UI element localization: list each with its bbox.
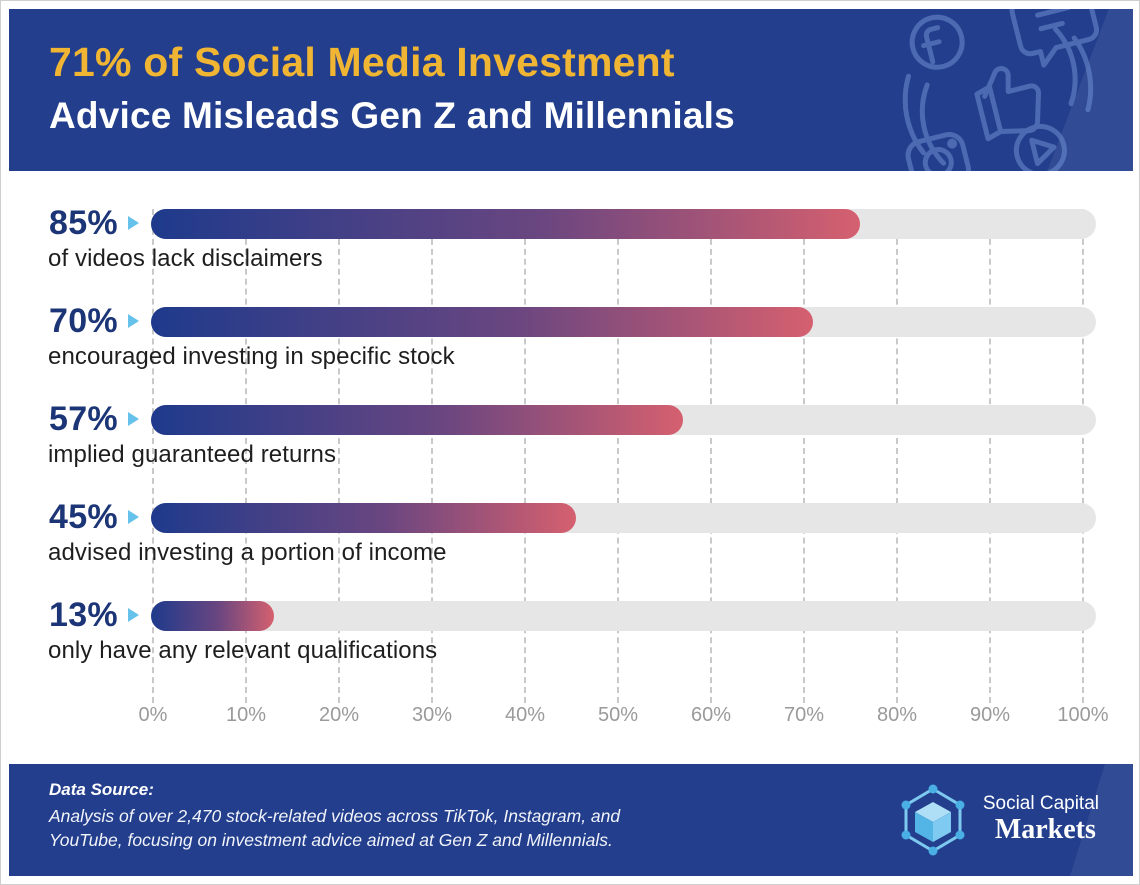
gridline [896,209,898,703]
bar-chart: 85% of videos lack disclaimers 70% encou… [1,171,1139,757]
bar-fill [151,503,576,533]
chart-title-line2: Advice Misleads Gen Z and Millennials [49,95,735,136]
data-source-label: Data Source: [49,780,154,799]
bar-description: implied guaranteed returns [48,441,337,468]
bar-fill [151,209,860,239]
x-axis-tick-label: 10% [225,704,267,726]
bar-track [151,601,1096,631]
x-axis-tick-label: 0% [138,704,168,726]
bar-percent-label: 70% [49,301,118,340]
facebook-icon [909,14,965,70]
brand-logo: Social Capital Markets [893,780,1099,860]
brand-name-line2: Markets [994,814,1096,846]
bar-description: of videos lack disclaimers [48,245,323,272]
data-source-block: Data Source: Analysis of over 2,470 stoc… [49,780,620,852]
data-source-text-line1: Analysis of over 2,470 stock-related vid… [49,806,621,826]
x-axis-tick-label: 30% [411,704,453,726]
bar-value-group: 57% [49,399,139,438]
bar-value-group: 85% [49,203,139,242]
bar-fill [151,405,683,435]
x-axis-tick-label: 70% [783,704,825,726]
bar-description: encouraged investing in specific stock [48,343,455,370]
bar-description: only have any relevant qualifications [48,637,438,664]
bar-track [151,503,1096,533]
bar-percent-label: 57% [49,399,118,438]
chart-title-line1: 71% of Social Media Investment [49,39,675,85]
pointer-triangle-icon [127,510,139,524]
bar-track [151,405,1096,435]
gridline [431,209,433,703]
bar-percent-label: 85% [49,203,118,242]
bar-value-group: 70% [49,301,139,340]
arc-decoration [1053,26,1078,107]
bar-track [151,307,1096,337]
gridline [524,209,526,703]
play-video-icon [1013,123,1067,171]
pointer-triangle-icon [127,216,139,230]
x-axis-tick-label: 60% [690,704,732,726]
brand-name-line1: Social Capital [982,793,1099,815]
bar-value-group: 45% [49,497,139,536]
pointer-triangle-icon [127,608,139,622]
x-axis-tick-label: 20% [318,704,360,726]
x-axis-tick-label: 50% [597,704,639,726]
bar-row: 57% implied guaranteed returns [1,399,1139,501]
pointer-triangle-icon [127,412,139,426]
comment-bubble-icon [1009,9,1100,68]
gridline [1082,209,1084,703]
bar-row: 45% advised investing a portion of incom… [1,497,1139,599]
x-axis-tick-label: 90% [969,704,1011,726]
data-source-text-line2: YouTube, focusing on investment advice a… [49,830,613,850]
bar-row: 13% only have any relevant qualification… [1,595,1139,697]
x-axis-tick-label: 40% [504,704,546,726]
hexagon-cube-logo-icon [901,784,965,856]
bar-row: 70% encouraged investing in specific sto… [1,301,1139,403]
arc-decoration [919,82,947,166]
gridline [338,209,340,703]
pointer-triangle-icon [127,314,139,328]
instagram-icon [905,131,972,171]
bar-track [151,209,1096,239]
bar-percent-label: 13% [49,595,118,634]
arc-decoration [902,73,927,156]
bar-row: 85% of videos lack disclaimers [1,203,1139,305]
gridline [617,209,619,703]
bar-fill [151,601,274,631]
gridline [803,209,805,703]
bar-percent-label: 45% [49,497,118,536]
footer-band: Data Source: Analysis of over 2,470 stoc… [9,764,1133,876]
gridline [152,209,154,703]
bar-fill [151,307,813,337]
bar-value-group: 13% [49,595,139,634]
brand-logo-text: Social Capital Markets [982,793,1099,846]
gridline [710,209,712,703]
header-band: 71% of Social Media Investment Advice Mi… [9,9,1133,171]
social-media-icons-decoration [902,9,1100,171]
gridline [989,209,991,703]
bar-description: advised investing a portion of income [48,539,447,566]
x-axis-tick-label: 80% [876,704,918,726]
x-axis-tick-label: 100% [1057,704,1109,726]
gridline [245,209,247,703]
